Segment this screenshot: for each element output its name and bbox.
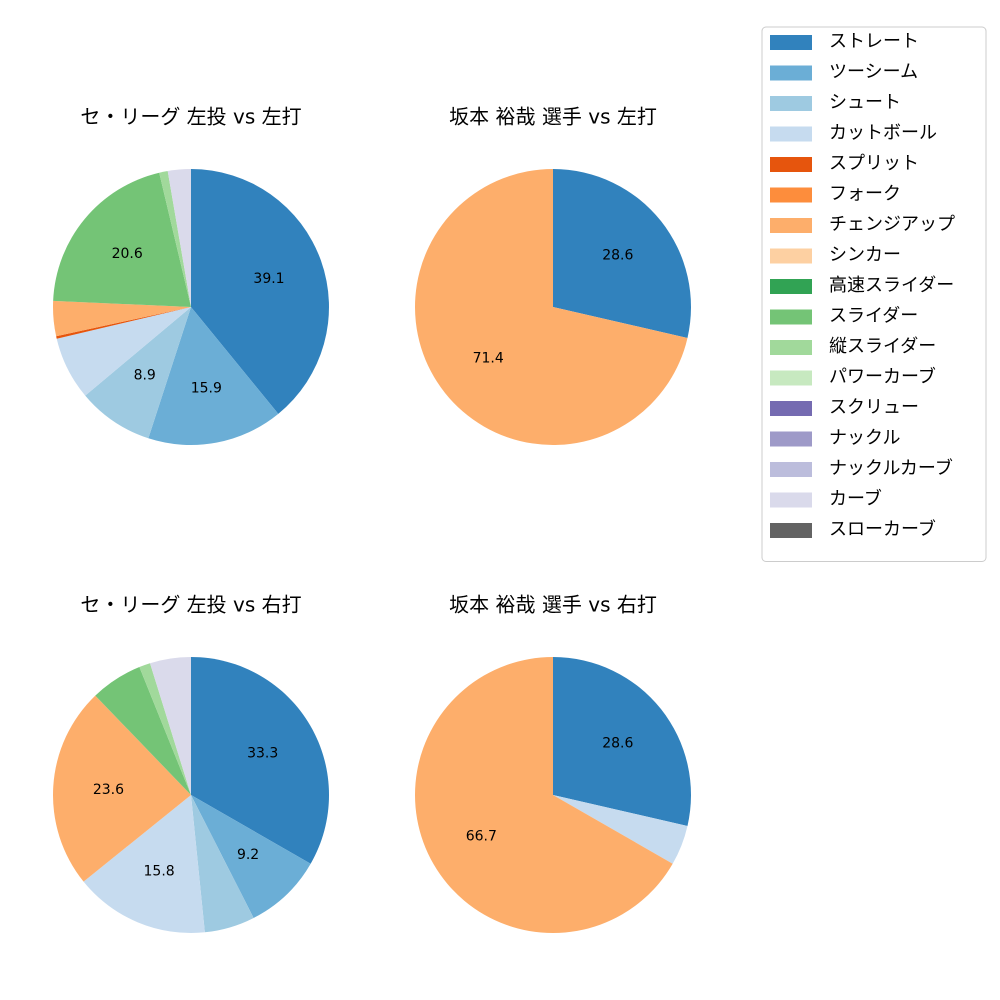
legend-label: チェンジアップ <box>829 214 955 235</box>
chart-title: セ・リーグ 左投 vs 左打 <box>80 105 301 129</box>
legend-swatch <box>770 523 812 538</box>
legend-item: カーブ <box>770 488 882 510</box>
pie-slice <box>148 307 279 446</box>
pie-slice <box>95 667 191 795</box>
legend-item: ストレート <box>770 31 919 52</box>
legend-item: カットボール <box>770 123 937 144</box>
slice-value-label: 28.6 <box>602 735 633 751</box>
slice-value-label: 23.6 <box>93 782 124 798</box>
pie-slice <box>414 169 688 445</box>
legend-swatch <box>770 370 812 386</box>
pie-slice <box>83 795 205 933</box>
pie-chart-3: セ・リーグ 左投 vs 右打 33.3 9.2 15.8 23.6 <box>53 593 330 933</box>
pie-slice <box>56 307 192 396</box>
legend-swatch <box>770 431 812 447</box>
legend-label: カーブ <box>829 488 882 510</box>
legend: ストレートツーシームシュートカットボールスプリットフォークチェンジアップシンカー… <box>761 26 987 562</box>
pie-slice <box>167 169 191 307</box>
legend-item: ナックル <box>770 428 900 449</box>
legend-item: シュート <box>770 92 901 113</box>
legend-swatch <box>770 401 812 416</box>
legend-label: スライダー <box>829 306 918 327</box>
slice-value-label: 8.9 <box>134 368 156 384</box>
legend-label: ナックルカーブ <box>829 457 953 479</box>
slice-value-label: 15.8 <box>144 863 175 879</box>
pie-slice <box>159 170 191 307</box>
pie-slice <box>56 307 191 339</box>
legend-swatch <box>770 157 812 172</box>
pie-slice <box>553 169 691 338</box>
legend-label: フォーク <box>829 184 901 205</box>
pie-slice <box>191 169 329 414</box>
slice-value-label: 39.1 <box>253 271 284 287</box>
legend-item: フォーク <box>770 184 901 205</box>
pie-slice <box>191 795 311 918</box>
legend-label: ナックル <box>829 428 900 449</box>
legend-label: ストレート <box>829 31 919 52</box>
pie-slice <box>53 172 191 307</box>
legend-label: カットボール <box>829 123 937 144</box>
legend-item: スプリット <box>770 153 919 174</box>
legend-swatch <box>770 492 812 508</box>
legend-label: シュート <box>829 92 901 113</box>
legend-item: スローカーブ <box>770 518 936 540</box>
pie-slice <box>150 657 191 795</box>
legend-swatch <box>770 126 812 142</box>
pie-slice <box>553 657 691 826</box>
pie-charts: セ・リーグ 左投 vs 左打 39.1 15.9 8.9 20.6 坂本 裕哉 選手 vs… <box>52 105 691 933</box>
legend-item: 高速スライダー <box>770 275 954 296</box>
legend-swatch <box>770 96 812 111</box>
slice-value-label: 71.4 <box>473 351 504 367</box>
legend-label: 縦スライダー <box>829 336 936 357</box>
legend-swatch <box>770 187 812 203</box>
chart-title: 坂本 裕哉 選手 vs 右打 <box>449 593 657 617</box>
pie-chart-1: セ・リーグ 左投 vs 左打 39.1 15.9 8.9 20.6 <box>52 105 329 446</box>
legend-swatch <box>770 462 812 477</box>
legend-label: ツーシーム <box>829 62 918 83</box>
legend-item: ツーシーム <box>770 62 918 83</box>
legend-swatch <box>770 309 812 325</box>
slice-value-label: 28.6 <box>602 247 633 263</box>
pie-slice <box>415 657 673 933</box>
legend-label: 高速スライダー <box>829 275 954 296</box>
legend-swatch <box>770 218 812 233</box>
pie-slice <box>53 695 191 882</box>
legend-swatch <box>770 340 812 355</box>
slice-value-label: 20.6 <box>112 246 143 262</box>
legend-item: 縦スライダー <box>770 336 936 357</box>
pie-slice <box>553 795 688 864</box>
pie-slice <box>191 795 254 933</box>
chart-title: 坂本 裕哉 選手 vs 左打 <box>449 105 657 129</box>
legend-item: スクリュー <box>770 397 919 418</box>
legend-frame <box>761 26 987 562</box>
legend-swatch <box>770 248 812 264</box>
slice-value-label: 33.3 <box>247 746 278 762</box>
legend-label: パワーカーブ <box>829 366 936 388</box>
pie-chart-4: 坂本 裕哉 選手 vs 右打 28.6 66.7 <box>415 593 691 933</box>
pie-slice <box>85 307 191 439</box>
slice-value-label: 15.9 <box>191 380 222 396</box>
legend-label: スプリット <box>829 153 919 174</box>
pie-slice <box>191 656 330 864</box>
pie-slice <box>139 663 191 795</box>
legend-item: スライダー <box>770 306 918 327</box>
pie-chart-2: 坂本 裕哉 選手 vs 左打 28.6 71.4 <box>414 105 691 445</box>
legend-label: スクリュー <box>829 397 919 418</box>
legend-item: パワーカーブ <box>770 366 936 388</box>
legend-item: シンカー <box>770 245 901 266</box>
legend-label: シンカー <box>829 245 901 266</box>
legend-swatch <box>770 279 812 294</box>
legend-item: ナックルカーブ <box>770 457 953 479</box>
slice-value-label: 66.7 <box>466 829 497 845</box>
pie-slice <box>52 300 191 337</box>
legend-item: チェンジアップ <box>770 214 955 235</box>
chart-title: セ・リーグ 左投 vs 右打 <box>80 593 301 617</box>
slice-value-label: 9.2 <box>237 847 259 863</box>
legend-swatch <box>770 65 812 81</box>
legend-swatch <box>770 35 812 50</box>
legend-label: スローカーブ <box>829 518 936 540</box>
